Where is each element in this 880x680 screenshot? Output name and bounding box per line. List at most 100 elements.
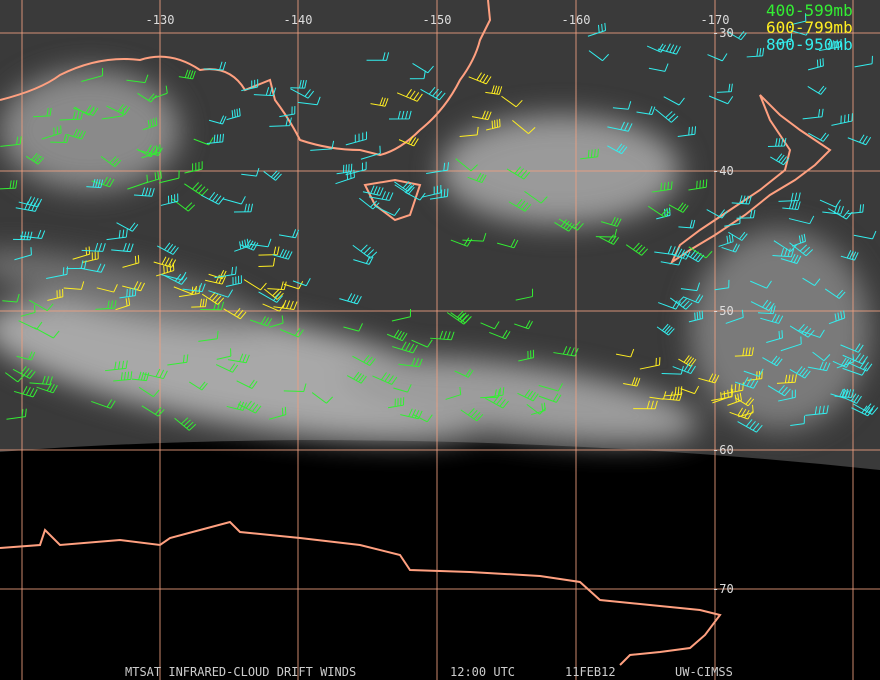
barb-stroke <box>116 222 139 232</box>
barb-stroke <box>612 101 632 110</box>
wind-barb <box>649 391 667 400</box>
wind-barb <box>683 294 704 304</box>
barb-stroke <box>5 372 25 383</box>
wind-barb <box>29 375 53 385</box>
wind-barb <box>156 242 179 255</box>
wind-barb <box>780 253 802 264</box>
barb-stroke <box>718 234 734 247</box>
barb-stroke <box>63 281 85 290</box>
barb-stroke <box>272 248 293 260</box>
barb-stroke <box>106 104 131 116</box>
barb-stroke <box>389 110 412 120</box>
barb-stroke <box>225 275 242 287</box>
wind-barb <box>214 266 237 279</box>
barb-stroke <box>780 253 802 264</box>
wind-barb <box>352 244 378 259</box>
barb-stroke <box>15 201 40 212</box>
wind-barb <box>773 240 797 252</box>
wind-barb <box>711 388 734 402</box>
wind-barb <box>726 30 747 41</box>
wind-barb <box>258 246 280 256</box>
barb-stroke <box>726 30 747 41</box>
wind-barb <box>587 22 607 37</box>
barb-stroke <box>269 406 287 420</box>
wind-barb <box>501 95 523 108</box>
barb-stroke <box>778 389 796 402</box>
wind-barb <box>506 166 531 180</box>
wind-barb <box>198 330 219 342</box>
barb-stroke <box>842 353 868 365</box>
wind-barb <box>359 197 380 210</box>
barb-stroke <box>633 400 658 410</box>
wind-barb <box>669 296 693 310</box>
barb-stroke <box>538 383 563 392</box>
wind-barb <box>807 85 827 95</box>
barb-stroke <box>258 257 276 267</box>
barb-stroke <box>29 375 53 385</box>
wind-barb <box>459 126 479 138</box>
barb-stroke <box>651 181 673 193</box>
barb-stroke <box>636 106 656 116</box>
wind-barb <box>706 209 728 219</box>
wind-barb <box>791 233 806 247</box>
wind-barb <box>137 92 157 103</box>
wind-barb <box>724 215 741 227</box>
wind-barb <box>336 163 353 175</box>
wind-barb <box>688 246 713 259</box>
wind-barb <box>5 372 25 383</box>
wind-barb <box>426 162 450 174</box>
barb-stroke <box>737 419 763 433</box>
wind-barb <box>750 280 772 289</box>
wind-barb <box>767 384 791 397</box>
wind-barb <box>554 219 575 232</box>
wind-barb <box>225 275 242 287</box>
barb-stroke <box>184 182 209 196</box>
barb-stroke <box>96 284 118 293</box>
wind-barb <box>717 83 733 93</box>
wind-barb <box>607 143 628 155</box>
wind-barb <box>0 136 22 147</box>
latitude-label: -60 <box>712 443 734 457</box>
barb-stroke <box>41 125 62 140</box>
barb-stroke <box>721 243 740 253</box>
barb-stroke <box>359 197 380 210</box>
wind-barb <box>515 288 534 301</box>
wind-barb <box>660 256 683 266</box>
longitude-label: -170 <box>701 13 730 27</box>
wind-barb <box>836 354 855 369</box>
barb-stroke <box>137 144 163 156</box>
barb-stroke <box>485 395 509 409</box>
wind-barb <box>612 101 632 110</box>
wind-barb <box>514 320 533 330</box>
wind-barb <box>770 153 790 166</box>
wind-barb <box>727 392 742 406</box>
barb-stroke <box>462 232 487 242</box>
wind-barb <box>163 273 188 285</box>
barb-stroke <box>828 310 846 325</box>
wind-barb <box>100 156 122 168</box>
barb-stroke <box>292 277 311 287</box>
wind-barb <box>142 117 158 131</box>
barb-stroke <box>33 107 52 118</box>
barb-stroke <box>615 348 635 358</box>
wind-barb <box>538 393 562 403</box>
barb-stroke <box>237 400 262 414</box>
barb-stroke <box>127 174 148 190</box>
wind-barb <box>131 371 150 382</box>
graticule-labels: -130 -140 -150 -160 -170-30 -40 -50 -60 -70 <box>146 13 734 596</box>
barb-stroke <box>353 255 374 265</box>
barb-stroke <box>223 308 247 320</box>
barb-stroke <box>290 79 307 89</box>
wind-barb <box>46 266 69 279</box>
barb-stroke <box>724 215 741 227</box>
barb-stroke <box>607 143 628 155</box>
wind-barb <box>655 108 679 123</box>
wind-barb <box>18 196 43 208</box>
barb-stroke <box>831 113 853 126</box>
barb-stroke <box>623 377 641 387</box>
wind-barb <box>526 403 547 415</box>
latitude-label: -50 <box>712 304 734 318</box>
barb-stroke <box>688 246 713 259</box>
barb-stroke <box>241 79 259 92</box>
wind-barb <box>278 229 300 239</box>
